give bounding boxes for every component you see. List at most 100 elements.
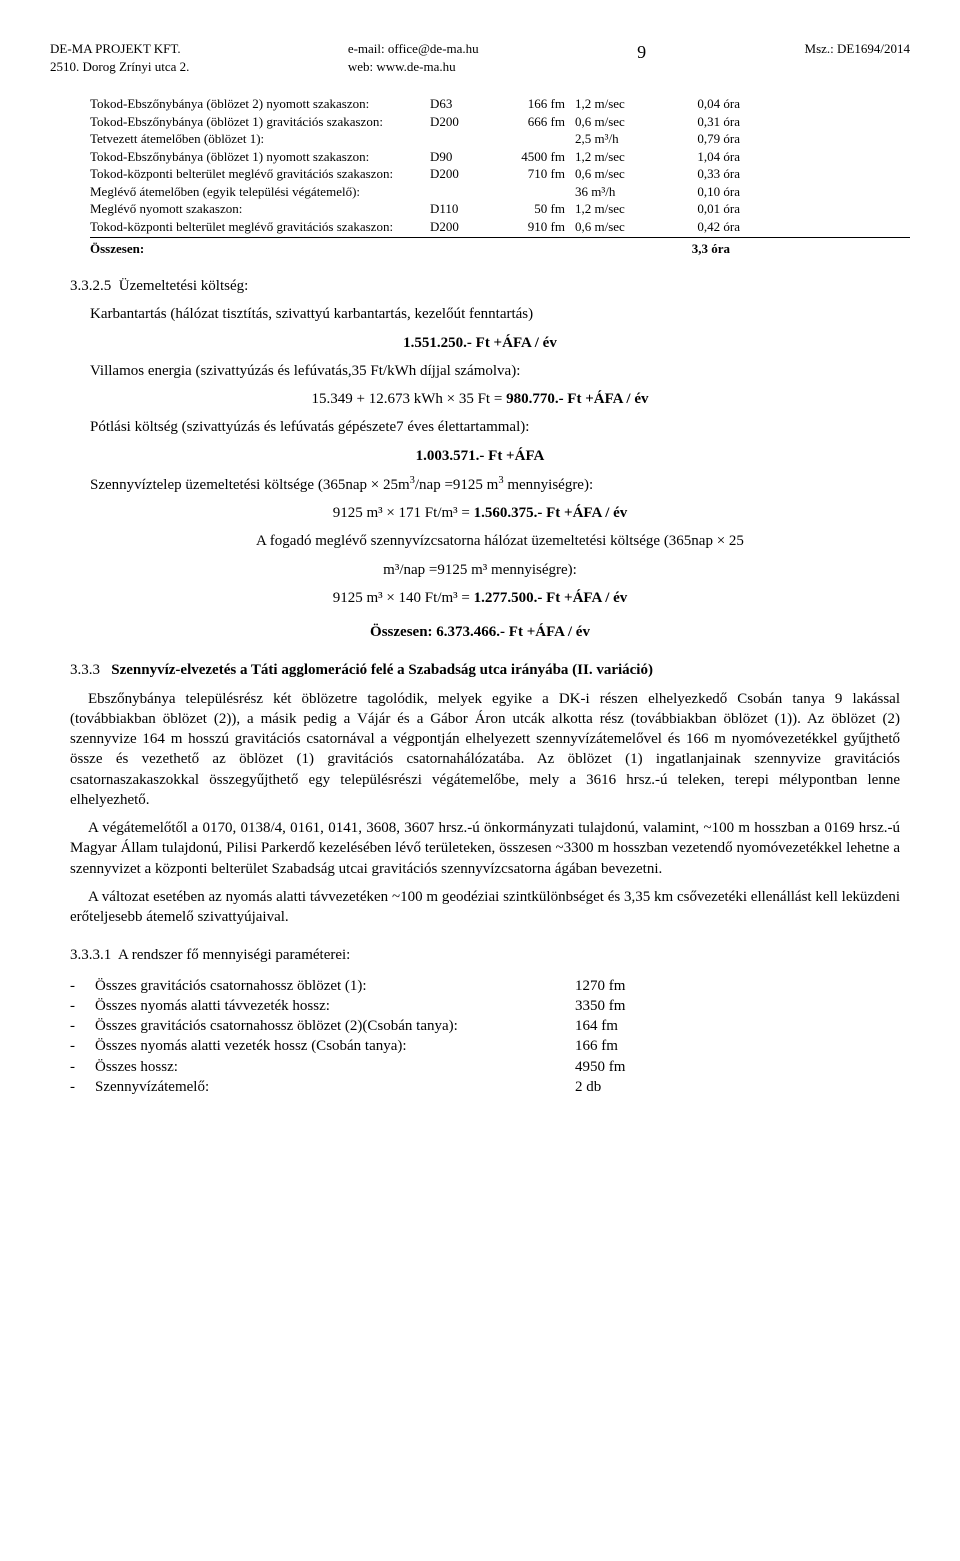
list-dash: - xyxy=(70,1077,95,1097)
row-rate: 1,2 m/sec xyxy=(575,148,670,166)
network-calc: 9125 m³ × 140 Ft/m³ = xyxy=(333,590,474,606)
section-333-p1: Ebszőnybánya településrész két öblözetre… xyxy=(70,689,900,811)
energy-value: 980.770.- Ft +ÁFA / év xyxy=(506,391,648,407)
list-item: -Szennyvízátemelő:2 db xyxy=(70,1077,910,1097)
plant-line-a: Szennyvíztelep üzemeltetési költsége (36… xyxy=(90,477,410,493)
row-hours: 0,33 óra xyxy=(670,165,740,183)
row-label: Tokod-Ebszőnybánya (öblözet 1) gravitáci… xyxy=(90,113,430,131)
row-label: Tokod-Ebszőnybánya (öblözet 2) nyomott s… xyxy=(90,95,430,113)
list-item: -Összes gravitációs csatornahossz öblöze… xyxy=(70,976,910,996)
plant-line-c: mennyiségre): xyxy=(504,477,594,493)
row-hours: 0,79 óra xyxy=(670,130,740,148)
plant-calc: 9125 m³ × 171 Ft/m³ = xyxy=(333,505,474,521)
list-dash: - xyxy=(70,1036,95,1056)
table-row: Tokod-Ebszőnybánya (öblözet 1) gravitáci… xyxy=(90,113,910,131)
row-code: D200 xyxy=(430,113,480,131)
header-contact-block: e-mail: office@de-ma.hu web: www.de-ma.h… xyxy=(348,40,479,75)
network-value: 1.277.500.- Ft +ÁFA / év xyxy=(474,590,628,606)
network-line-a: A fogadó meglévő szennyvízcsatorna hálóz… xyxy=(90,531,910,551)
row-code: D110 xyxy=(430,200,480,218)
table-row: Tokod-Ebszőnybánya (öblözet 2) nyomott s… xyxy=(90,95,910,113)
duration-table: Tokod-Ebszőnybánya (öblözet 2) nyomott s… xyxy=(90,95,910,258)
row-hours: 1,04 óra xyxy=(670,148,740,166)
row-code xyxy=(430,183,480,201)
list-dash: - xyxy=(70,1057,95,1077)
section-3331-title: A rendszer fő mennyiségi paraméterei: xyxy=(118,947,350,963)
list-dash: - xyxy=(70,1016,95,1036)
list-value: 164 fm xyxy=(575,1016,695,1036)
list-item: -Összes hossz:4950 fm xyxy=(70,1057,910,1077)
energy-line: Villamos energia (szivattyúzás és lefúva… xyxy=(90,361,910,381)
row-hours: 0,31 óra xyxy=(670,113,740,131)
page-header: DE-MA PROJEKT KFT. 2510. Dorog Zrínyi ut… xyxy=(50,40,910,75)
row-label: Tokod-Ebszőnybánya (öblözet 1) nyomott s… xyxy=(90,148,430,166)
list-item: -Összes nyomás alatti távvezeték hossz:3… xyxy=(70,996,910,1016)
header-ref: Msz.: DE1694/2014 xyxy=(805,40,910,75)
list-label: Összes gravitációs csatornahossz öblözet… xyxy=(95,976,575,996)
replace-line: Pótlási költség (szivattyúzás és lefúvat… xyxy=(90,417,910,437)
row-hours: 0,04 óra xyxy=(670,95,740,113)
row-label: Tokod-központi belterület meglévő gravit… xyxy=(90,165,430,183)
row-code xyxy=(430,130,480,148)
row-length: 50 fm xyxy=(480,200,575,218)
section-333-p2: A végátemelőtől a 0170, 0138/4, 0161, 01… xyxy=(70,818,900,879)
row-length: 166 fm xyxy=(480,95,575,113)
row-length: 710 fm xyxy=(480,165,575,183)
row-code: D90 xyxy=(430,148,480,166)
table-row: Tokod-Ebszőnybánya (öblözet 1) nyomott s… xyxy=(90,148,910,166)
row-rate: 0,6 m/sec xyxy=(575,113,670,131)
row-rate: 0,6 m/sec xyxy=(575,165,670,183)
list-label: Összes nyomás alatti vezeték hossz (Csob… xyxy=(95,1036,575,1056)
maint-value: 1.551.250.- Ft +ÁFA / év xyxy=(50,333,910,353)
header-page-number: 9 xyxy=(637,40,646,75)
maint-line: Karbantartás (hálózat tisztítás, szivatt… xyxy=(90,304,910,324)
section-333-p3: A változat esetében az nyomás alatti táv… xyxy=(70,887,900,928)
list-value: 4950 fm xyxy=(575,1057,695,1077)
section-3331-num: 3.3.3.1 xyxy=(70,945,111,965)
list-value: 2 db xyxy=(575,1077,695,1097)
row-label: Tetvezett átemelőben (öblözet 1): xyxy=(90,130,430,148)
row-code: D200 xyxy=(430,218,480,236)
row-length xyxy=(480,130,575,148)
plant-value-line: 9125 m³ × 171 Ft/m³ = 1.560.375.- Ft +ÁF… xyxy=(50,503,910,523)
section-3325-title: Üzemeltetési költség: xyxy=(119,278,249,294)
plant-line-b: /nap =9125 m xyxy=(415,477,498,493)
row-label: Meglévő átemelőben (egyik települési vég… xyxy=(90,183,430,201)
section-333-title: Szennyvíz-elvezetés a Táti agglomeráció … xyxy=(111,662,653,678)
row-rate: 1,2 m/sec xyxy=(575,95,670,113)
replace-value: 1.003.571.- Ft +ÁFA xyxy=(50,446,910,466)
parameter-list: -Összes gravitációs csatornahossz öblöze… xyxy=(70,976,910,1098)
row-hours: 0,01 óra xyxy=(670,200,740,218)
section-333-num: 3.3.3 xyxy=(70,660,100,680)
row-rate: 36 m³/h xyxy=(575,183,670,201)
row-code: D63 xyxy=(430,95,480,113)
list-value: 166 fm xyxy=(575,1036,695,1056)
row-hours: 0,42 óra xyxy=(670,218,740,236)
plant-value: 1.560.375.- Ft +ÁFA / év xyxy=(474,505,628,521)
list-dash: - xyxy=(70,976,95,996)
row-length: 910 fm xyxy=(480,218,575,236)
list-value: 1270 fm xyxy=(575,976,695,996)
table-row: Tetvezett átemelőben (öblözet 1): 2,5 m³/… xyxy=(90,130,910,148)
section-3331-heading: 3.3.3.1 A rendszer fő mennyiségi paramét… xyxy=(70,945,910,965)
row-length xyxy=(480,183,575,201)
list-value: 3350 fm xyxy=(575,996,695,1016)
section-3325-heading: 3.3.2.5 Üzemeltetési költség: xyxy=(70,276,910,296)
header-company: DE-MA PROJEKT KFT. xyxy=(50,40,189,58)
list-label: Összes gravitációs csatornahossz öblözet… xyxy=(95,1016,575,1036)
table-summary-label: Összesen: xyxy=(90,240,660,258)
row-label: Meglévő nyomott szakaszon: xyxy=(90,200,430,218)
energy-calc: 15.349 + 12.673 kWh × 35 Ft = xyxy=(312,391,507,407)
header-company-block: DE-MA PROJEKT KFT. 2510. Dorog Zrínyi ut… xyxy=(50,40,189,75)
table-summary-row: Összesen: 3,3 óra xyxy=(90,237,910,258)
row-rate: 2,5 m³/h xyxy=(575,130,670,148)
row-length: 4500 fm xyxy=(480,148,575,166)
list-item: -Összes gravitációs csatornahossz öblöze… xyxy=(70,1016,910,1036)
table-row: Tokod-központi belterület meglévő gravit… xyxy=(90,165,910,183)
row-code: D200 xyxy=(430,165,480,183)
total-line: Összesen: 6.373.466.- Ft +ÁFA / év xyxy=(50,622,910,642)
row-rate: 1,2 m/sec xyxy=(575,200,670,218)
network-line-b: m³/nap =9125 m³ mennyiségre): xyxy=(50,560,910,580)
list-label: Szennyvízátemelő: xyxy=(95,1077,575,1097)
row-length: 666 fm xyxy=(480,113,575,131)
